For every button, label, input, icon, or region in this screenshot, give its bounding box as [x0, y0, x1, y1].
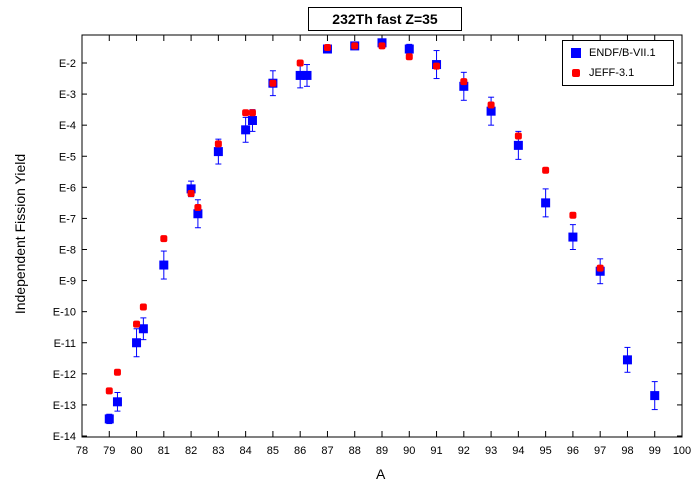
endf-point: [132, 338, 142, 348]
endf-point: [513, 140, 523, 150]
endf-point: [112, 397, 122, 407]
jeff-point: [351, 42, 359, 50]
endf-point: [404, 44, 414, 54]
y-tick-label: E-9: [59, 276, 76, 288]
y-tick-label: E-5: [59, 151, 76, 163]
x-tick-label: 86: [294, 445, 306, 457]
x-axis-label: A: [376, 466, 386, 482]
endf-point: [486, 106, 496, 116]
x-tick-label: 100: [673, 445, 691, 457]
jeff-point: [248, 109, 256, 117]
x-tick-label: 88: [349, 445, 361, 457]
y-tick-label: E-11: [54, 338, 76, 350]
x-tick-label: 99: [649, 445, 661, 457]
x-tick-label: 83: [212, 445, 224, 457]
endf-point: [568, 232, 578, 242]
legend-swatch-endf-icon: [571, 48, 581, 58]
x-tick-label: 84: [240, 445, 252, 457]
jeff-point: [596, 264, 604, 272]
jeff-point: [133, 320, 141, 328]
jeff-point: [296, 59, 304, 67]
jeff-point: [487, 101, 495, 109]
x-tick-label: 92: [458, 445, 470, 457]
y-tick-label: E-7: [59, 213, 76, 225]
jeff-point: [542, 166, 550, 174]
jeff-point: [160, 235, 168, 243]
x-tick-label: 93: [485, 445, 497, 457]
y-tick-label: E-14: [53, 431, 76, 443]
legend-item-jeff: JEFF-3.1: [571, 65, 634, 81]
x-tick-label: 78: [76, 445, 88, 457]
x-tick-label: 79: [103, 445, 115, 457]
y-axis-ticks: E-2 E-3 E-4 E-5 E-6 E-7 E-8 E-9 E-10 E-11 E-12 E-13…: [53, 58, 682, 443]
y-tick-label: E-4: [59, 120, 76, 132]
endf-point: [295, 70, 305, 80]
endf-point: [193, 209, 203, 219]
legend-label-jeff: JEFF-3.1: [589, 67, 635, 79]
x-tick-label: 95: [540, 445, 552, 457]
jeff-point: [113, 368, 121, 376]
y-tick-label: E-13: [53, 400, 76, 412]
x-axis-ticks: 78 79 80 81 82 83 84 85 86 87 88 89 90 91 92 93 94 95 96 97…: [76, 35, 691, 457]
x-tick-label: 90: [403, 445, 415, 457]
y-axis-label: Independent Fission Yield: [12, 153, 28, 315]
x-tick-label: 85: [267, 445, 279, 457]
y-tick-label: E-8: [59, 245, 76, 257]
jeff-point: [194, 204, 202, 212]
jeff-point: [405, 53, 413, 61]
jeff-point: [242, 109, 250, 117]
endf-point: [241, 125, 251, 135]
jeff-point: [569, 211, 577, 219]
x-tick-label: 87: [321, 445, 333, 457]
legend-swatch-jeff-icon: [572, 69, 580, 77]
jeff-point: [105, 387, 113, 395]
endf-point: [247, 116, 257, 126]
plot-area: [81, 34, 683, 438]
y-tick-label: E-3: [59, 89, 76, 101]
x-tick-label: 89: [376, 445, 388, 457]
legend-label-endf: ENDF/B-VII.1: [589, 47, 656, 59]
jeff-point: [269, 79, 277, 87]
endf-point: [302, 70, 312, 80]
jeff-point: [139, 303, 147, 311]
jeff-point: [187, 190, 195, 198]
jeff-point: [514, 132, 522, 140]
endf-point: [138, 324, 148, 334]
x-tick-label: 98: [621, 445, 633, 457]
endf-point: [459, 81, 469, 91]
y-tick-label: E-6: [59, 182, 76, 194]
x-tick-label: 91: [430, 445, 442, 457]
x-tick-label: 82: [185, 445, 197, 457]
legend: ENDF/B-VII.1 JEFF-3.1: [562, 40, 674, 86]
x-tick-label: 96: [567, 445, 579, 457]
endf-point: [622, 355, 632, 365]
jeff-point: [214, 140, 222, 148]
legend-item-endf: ENDF/B-VII.1: [571, 45, 656, 61]
jeff-point: [433, 62, 441, 70]
y-tick-label: E-12: [53, 369, 76, 381]
endf-point: [213, 147, 223, 157]
chart-title: 232Th fast Z=35: [308, 7, 462, 31]
jeff-point: [323, 43, 331, 51]
endf-point: [186, 184, 196, 194]
data-marks: [104, 38, 660, 425]
x-tick-label: 97: [594, 445, 606, 457]
x-tick-label: 81: [158, 445, 170, 457]
jeff-point: [460, 78, 468, 86]
endf-point: [104, 414, 114, 424]
y-tick-label: E-10: [53, 307, 76, 319]
y-tick-label: E-2: [59, 58, 76, 70]
x-tick-label: 94: [512, 445, 524, 457]
jeff-point: [378, 42, 386, 50]
endf-point: [159, 260, 169, 270]
endf-point: [650, 391, 660, 401]
x-tick-label: 80: [130, 445, 142, 457]
endf-point: [541, 198, 551, 208]
